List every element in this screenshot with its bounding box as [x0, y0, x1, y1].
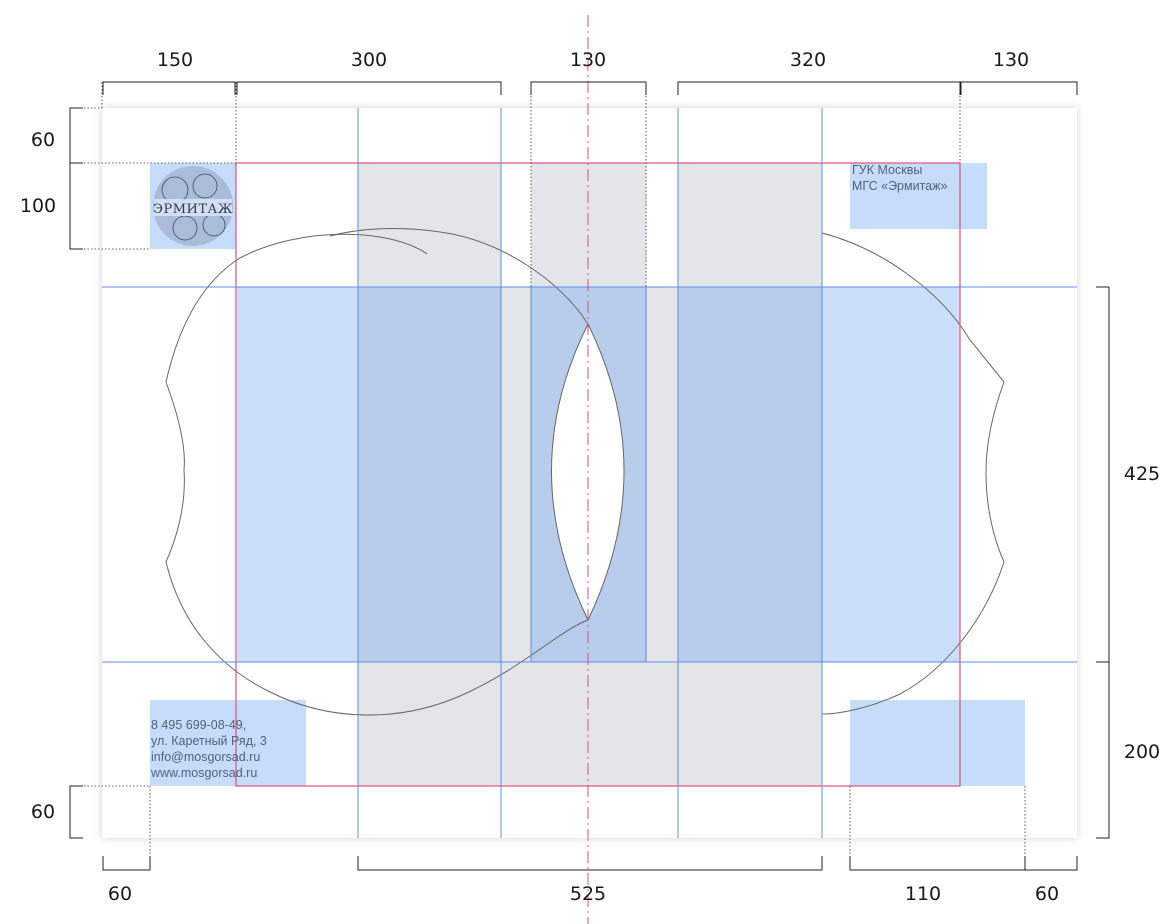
dim-bottom-110: [849, 856, 1026, 871]
dim-label-left-1: 100: [20, 195, 56, 217]
dim-label-right-0: 425: [1124, 463, 1160, 485]
dim-top-300: [236, 81, 502, 95]
logo-pattern-2: [192, 173, 218, 199]
contacts-block-bg: [150, 700, 306, 786]
contact-phone: 8 495 699-08-49,: [151, 718, 247, 732]
dim-top-150: [102, 81, 236, 95]
overlap-left: [358, 287, 501, 662]
dim-label-bottom-2: 110: [905, 883, 941, 905]
organization-block: ГУК Москвы МГС «Эрмитаж»: [852, 162, 947, 194]
dimension-brackets: [69, 81, 1110, 871]
safe-area-outline: [235, 162, 961, 787]
dim-bottom-525: [357, 856, 823, 871]
circle-left-outline: [165, 233, 589, 716]
organization-line-1: ГУК Москвы: [852, 163, 923, 177]
dotted-guides: [70, 82, 1026, 866]
contact-email: info@mosgorsad.ru: [151, 750, 261, 764]
dim-label-top-2: 130: [570, 49, 606, 71]
dim-left-100: [69, 162, 83, 250]
dim-label-top-1: 300: [351, 49, 387, 71]
gap-strip-left: [501, 163, 531, 287]
contact-website: www.mosgorsad.ru: [151, 766, 258, 780]
logo-text-band: [154, 199, 232, 216]
dim-label-bottom-3: 60: [1035, 883, 1059, 905]
dim-top-130b: [960, 81, 1078, 95]
dim-top-130a: [530, 81, 647, 95]
dim-label-top-3: 320: [790, 49, 826, 71]
gap-strip-right: [646, 163, 678, 287]
circle-right-outline: [821, 232, 1005, 715]
overlap-zones: [358, 287, 822, 662]
dim-label-right-1: 200: [1124, 741, 1160, 763]
dim-label-top-0: 150: [157, 49, 193, 71]
contacts-block: 8 495 699-08-49, ул. Каретный Ряд, 3 inf…: [151, 717, 267, 781]
organization-line-2: МГС «Эрмитаж»: [852, 179, 948, 193]
overlap-right: [678, 287, 822, 662]
dim-left-60: [69, 107, 83, 164]
dim-right-425: [1096, 286, 1110, 663]
dim-top-320: [677, 81, 961, 95]
guides: [102, 108, 1077, 838]
dim-bottom-60b: [1024, 856, 1078, 871]
org-block-bg: [850, 163, 987, 229]
circle-left-upper: [329, 228, 589, 325]
dim-label-bottom-1: 525: [570, 883, 606, 905]
dim-label-left-0: 60: [31, 129, 55, 151]
dim-left-60b: [69, 785, 83, 839]
dim-bottom-60a: [102, 856, 151, 871]
logo-text: ЭРМИТАЖ: [153, 202, 233, 217]
dim-right-200: [1096, 661, 1110, 839]
bottom-right-block: [850, 700, 1025, 786]
dim-label-top-4: 130: [993, 49, 1029, 71]
contact-address: ул. Каретный Ряд, 3: [151, 734, 267, 748]
logo: ЭРМИТАЖ: [153, 166, 233, 246]
dim-label-bottom-0: 60: [108, 883, 132, 905]
dim-label-left-bottom-0: 60: [31, 801, 55, 823]
